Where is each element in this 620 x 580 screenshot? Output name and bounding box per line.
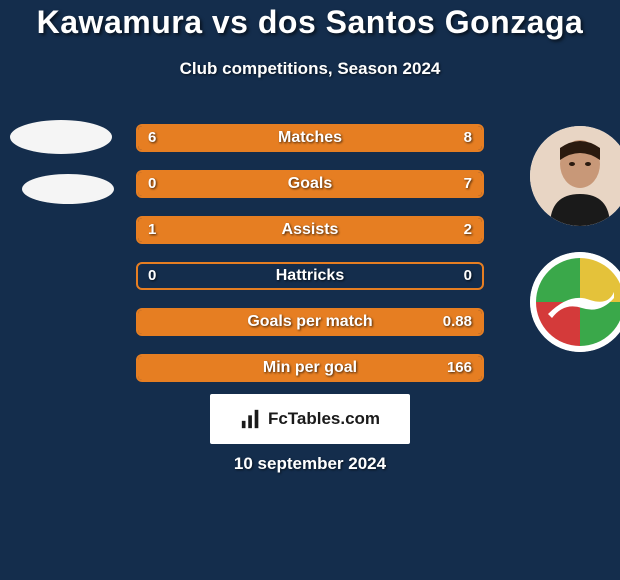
stat-row: 12Assists — [136, 216, 484, 244]
date-text: 10 september 2024 — [0, 454, 620, 474]
brand-badge: FcTables.com — [210, 394, 410, 444]
stat-label: Hattricks — [138, 264, 482, 288]
comparison-card: Kawamura vs dos Santos Gonzaga Club comp… — [0, 0, 620, 580]
stat-row: 68Matches — [136, 124, 484, 152]
page-title: Kawamura vs dos Santos Gonzaga — [0, 4, 620, 41]
subtitle: Club competitions, Season 2024 — [0, 59, 620, 79]
player-left-avatar-placeholder-1 — [10, 120, 112, 154]
team-right-badge — [530, 252, 620, 352]
player-left-avatar-placeholder-2 — [22, 174, 114, 204]
stat-label: Goals — [138, 172, 482, 196]
stat-row: 00Hattricks — [136, 262, 484, 290]
stats-bars: 68Matches 07Goals 12Assists 00Hattricks 0.88… — [136, 124, 484, 400]
stat-label: Goals per match — [138, 310, 482, 334]
chart-icon — [240, 408, 262, 430]
club-crest-icon — [530, 252, 620, 352]
player-right-avatar — [530, 126, 620, 226]
stat-label: Matches — [138, 126, 482, 150]
brand-text: FcTables.com — [268, 409, 380, 429]
stat-label: Assists — [138, 218, 482, 242]
stat-row: 07Goals — [136, 170, 484, 198]
stat-row: 166Min per goal — [136, 354, 484, 382]
person-icon — [530, 126, 620, 226]
stat-label: Min per goal — [138, 356, 482, 380]
stat-row: 0.88Goals per match — [136, 308, 484, 336]
